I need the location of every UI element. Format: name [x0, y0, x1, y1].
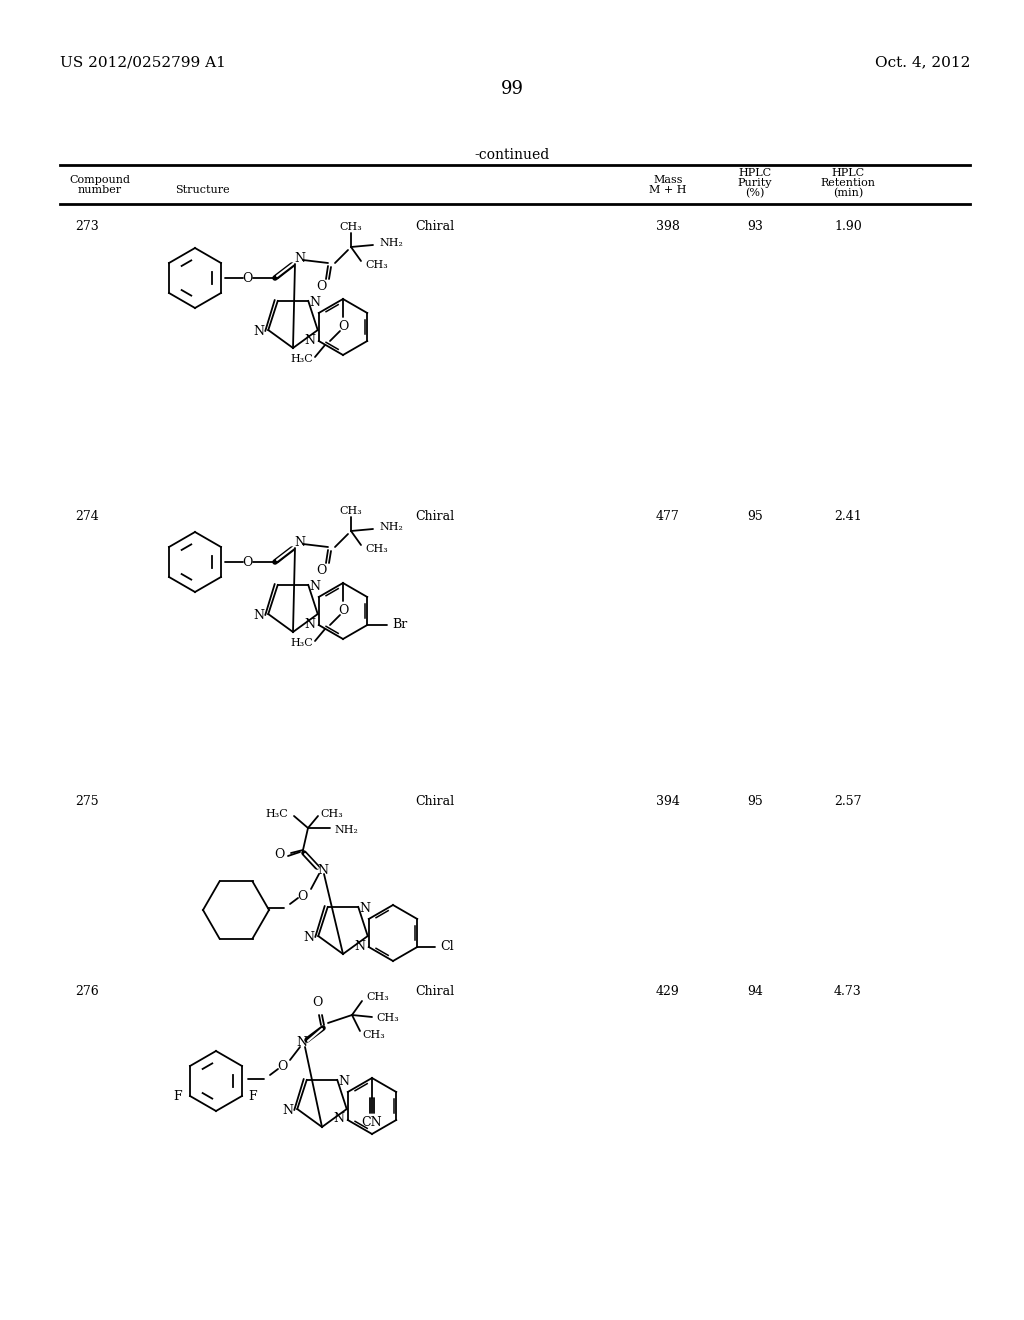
Text: Structure: Structure	[175, 185, 229, 195]
Text: CH₃: CH₃	[376, 1012, 398, 1023]
Text: N: N	[283, 1104, 294, 1117]
Text: CH₃: CH₃	[362, 1030, 385, 1040]
Text: Compound: Compound	[70, 176, 130, 185]
Text: N: N	[254, 609, 265, 622]
Text: CN: CN	[361, 1115, 382, 1129]
Text: N: N	[333, 1113, 344, 1126]
Text: Chiral: Chiral	[415, 795, 454, 808]
Text: 477: 477	[656, 510, 680, 523]
Text: CH₃: CH₃	[340, 222, 362, 232]
Text: Retention: Retention	[820, 178, 876, 187]
Text: 99: 99	[501, 81, 523, 98]
Text: O: O	[315, 565, 327, 578]
Text: N: N	[304, 931, 314, 944]
Text: N: N	[310, 297, 321, 309]
Text: 4.73: 4.73	[835, 985, 862, 998]
Text: 1.90: 1.90	[835, 220, 862, 234]
Text: N: N	[295, 536, 305, 549]
Text: 429: 429	[656, 985, 680, 998]
Text: (%): (%)	[745, 187, 765, 198]
Text: O: O	[338, 605, 348, 618]
Text: CH₃: CH₃	[319, 809, 343, 818]
Text: O: O	[242, 272, 252, 285]
Text: 394: 394	[656, 795, 680, 808]
Text: O: O	[273, 849, 285, 862]
Text: HPLC: HPLC	[831, 168, 864, 178]
Text: N: N	[310, 581, 321, 594]
Text: H₃C: H₃C	[265, 809, 288, 818]
Text: 93: 93	[748, 220, 763, 234]
Text: Chiral: Chiral	[415, 985, 454, 998]
Text: N: N	[304, 334, 315, 346]
Text: Chiral: Chiral	[415, 220, 454, 234]
Text: N: N	[295, 252, 305, 264]
Text: 2.41: 2.41	[835, 510, 862, 523]
Text: O: O	[297, 890, 307, 903]
Text: N: N	[354, 940, 366, 953]
Text: NH₂: NH₂	[334, 825, 357, 836]
Text: N: N	[317, 863, 329, 876]
Text: O: O	[242, 556, 252, 569]
Text: H₃C: H₃C	[290, 354, 313, 364]
Text: O: O	[338, 321, 348, 334]
Text: 274: 274	[75, 510, 98, 523]
Text: (min): (min)	[833, 187, 863, 198]
Text: O: O	[315, 281, 327, 293]
Text: Mass: Mass	[653, 176, 683, 185]
Text: 2.57: 2.57	[835, 795, 862, 808]
Text: NH₂: NH₂	[379, 238, 402, 248]
Text: 398: 398	[656, 220, 680, 234]
Text: H₃C: H₃C	[290, 638, 313, 648]
Text: N: N	[304, 618, 315, 631]
Text: NH₂: NH₂	[379, 521, 402, 532]
Text: US 2012/0252799 A1: US 2012/0252799 A1	[60, 55, 226, 69]
Text: CH₃: CH₃	[365, 544, 388, 554]
Text: O: O	[276, 1060, 287, 1073]
Text: 95: 95	[748, 795, 763, 808]
Text: 95: 95	[748, 510, 763, 523]
Text: number: number	[78, 185, 122, 195]
Text: F: F	[248, 1089, 257, 1102]
Text: O: O	[312, 997, 323, 1010]
Text: 94: 94	[748, 985, 763, 998]
Text: Chiral: Chiral	[415, 510, 454, 523]
Text: Purity: Purity	[737, 178, 772, 187]
Text: 276: 276	[75, 985, 98, 998]
Text: Cl: Cl	[440, 940, 454, 953]
Text: N: N	[297, 1036, 307, 1049]
Text: CH₃: CH₃	[340, 506, 362, 516]
Text: HPLC: HPLC	[738, 168, 771, 178]
Text: CH₃: CH₃	[366, 993, 389, 1002]
Text: N: N	[339, 1076, 350, 1089]
Text: M + H: M + H	[649, 185, 687, 195]
Text: 275: 275	[75, 795, 98, 808]
Text: -continued: -continued	[474, 148, 550, 162]
Text: CH₃: CH₃	[365, 260, 388, 271]
Text: N: N	[359, 903, 371, 916]
Text: Oct. 4, 2012: Oct. 4, 2012	[874, 55, 970, 69]
Text: F: F	[173, 1089, 182, 1102]
Text: 273: 273	[75, 220, 98, 234]
Text: Br: Br	[392, 619, 408, 631]
Text: N: N	[254, 325, 265, 338]
